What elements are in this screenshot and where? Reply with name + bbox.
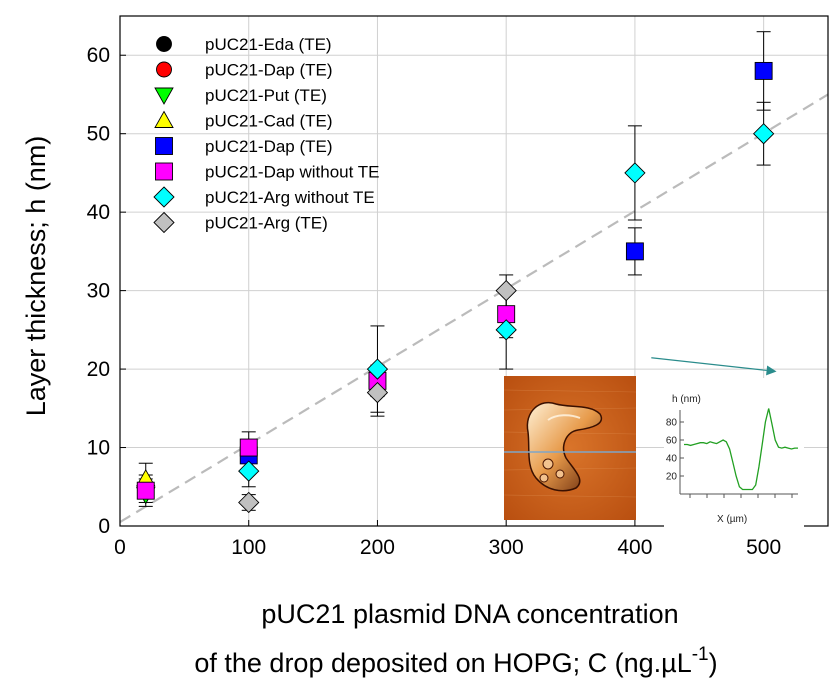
data-point — [495, 279, 517, 302]
y-axis-title: Layer thickness; h (nm) — [21, 136, 51, 417]
legend-marker — [155, 162, 173, 181]
data-point — [752, 123, 775, 145]
data-point — [754, 61, 773, 80]
data-point — [238, 491, 260, 514]
legend-label: pUC21-Arg without TE — [205, 188, 375, 207]
data-point — [625, 242, 644, 261]
x-tick-label: 300 — [489, 536, 524, 559]
inset-ylabel: h (nm) — [672, 394, 701, 405]
legend-marker — [154, 87, 174, 105]
legend-label: pUC21-Dap (TE) — [205, 137, 333, 156]
legend-marker — [156, 36, 172, 52]
y-tick-label: 30 — [87, 280, 110, 303]
y-tick-label: 10 — [87, 437, 110, 460]
inset-y-tick-label: 40 — [666, 454, 678, 465]
legend-marker — [154, 110, 174, 128]
data-point — [366, 358, 389, 380]
trendline-group — [119, 93, 829, 524]
inset-y-tick-label: 60 — [666, 436, 678, 447]
inset-xlabel: X (µm) — [717, 514, 747, 525]
data-point — [239, 438, 258, 457]
data-point — [495, 319, 517, 341]
plot-frame — [119, 15, 829, 527]
y-tick-label: 50 — [87, 123, 110, 146]
legend-marker — [153, 186, 175, 208]
legend-label: pUC21-Dap without TE — [205, 163, 380, 182]
legend-label: pUC21-Arg (TE) — [205, 214, 328, 233]
inset-y-tick-label: 80 — [666, 418, 678, 429]
inset-y-tick-label: 20 — [666, 472, 678, 483]
y-tick-label: 20 — [87, 358, 110, 381]
legend-label: pUC21-Cad (TE) — [205, 112, 333, 131]
annotation-arrow — [651, 357, 777, 376]
inset-afm-image — [503, 376, 637, 520]
x-tick-label: 500 — [746, 536, 781, 559]
axis-ticks: 0 100 200 300 400 500 0 10 20 30 40 50 60 — [87, 44, 782, 559]
x-tick-label: 400 — [617, 536, 652, 559]
legend-marker — [155, 137, 173, 155]
legend-label: pUC21-Dap (TE) — [205, 61, 333, 80]
legend-marker — [156, 61, 172, 78]
inset-profile-line — [684, 408, 798, 491]
inset-height-profile: h (nm) 20 40 60 80 X (µm) — [664, 378, 804, 528]
x-axis-title-line1: pUC21 plasmid DNA concentration — [261, 599, 678, 629]
data-point — [136, 481, 155, 500]
x-axis-title-line2: of the drop deposited on HOPG; C (ng.µL-… — [194, 644, 717, 678]
x-tick-label: 100 — [231, 536, 266, 559]
legend-marker — [153, 211, 175, 234]
x-tick-label: 200 — [360, 536, 395, 559]
legend-label: pUC21-Put (TE) — [205, 86, 327, 105]
legend-label: pUC21-Eda (TE) — [205, 35, 332, 54]
data-series — [135, 31, 775, 514]
trendline — [119, 93, 829, 524]
data-point — [624, 162, 646, 184]
data-point — [366, 381, 389, 404]
y-tick-label: 60 — [87, 44, 110, 67]
y-tick-label: 0 — [98, 515, 110, 538]
grid-lines — [120, 16, 828, 526]
data-point — [238, 460, 260, 482]
y-tick-label: 40 — [87, 201, 110, 224]
legend: pUC21-Eda (TE) pUC21-Dap (TE) pUC21-Put (T… — [153, 35, 380, 234]
x-tick-label: 0 — [114, 536, 126, 559]
